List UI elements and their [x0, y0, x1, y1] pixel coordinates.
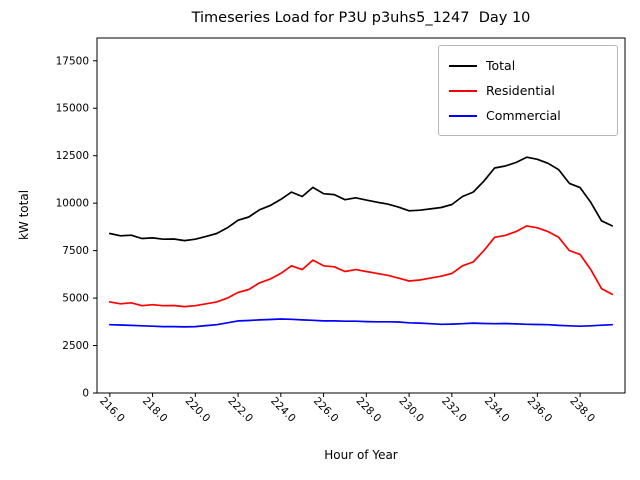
- legend-label: Total: [486, 58, 516, 73]
- x-axis-tick-label: 218.0: [140, 395, 170, 425]
- y-axis-tick-label: 7500: [62, 245, 89, 257]
- x-axis-tick-label: 232.0: [439, 395, 469, 425]
- x-axis-tick-label: 228.0: [354, 395, 384, 425]
- legend-item-total: Total: [449, 53, 607, 78]
- y-axis-tick-label: 10000: [56, 198, 89, 210]
- x-axis-tick-label: 216.0: [97, 395, 127, 425]
- legend-line-sample-commercial: [449, 114, 477, 117]
- x-axis-tick-label: 224.0: [268, 395, 298, 425]
- series-line-commercial: [108, 318, 614, 328]
- legend-item-commercial: Commercial: [449, 103, 607, 128]
- x-axis-tick-label: 234.0: [482, 395, 512, 425]
- y-axis-tick-label: 15000: [56, 103, 89, 115]
- x-axis-tick-label: 238.0: [567, 395, 597, 425]
- x-axis-tick-label: 236.0: [525, 395, 555, 425]
- legend-item-residential: Residential: [449, 78, 607, 103]
- series-line-residential: [108, 225, 614, 308]
- x-axis-tick-label: 220.0: [183, 395, 213, 425]
- chart-title: Timeseries Load for P3U p3uhs5_1247 Day …: [191, 10, 531, 26]
- y-axis-tick-label: 2500: [62, 340, 89, 352]
- legend-line-sample-residential: [449, 89, 477, 92]
- legend-label: Commercial: [486, 108, 561, 123]
- x-axis-tick-label: 230.0: [396, 395, 426, 425]
- y-axis-tick-label: 0: [82, 388, 89, 400]
- legend-label: Residential: [486, 83, 555, 98]
- series-line-total: [108, 156, 614, 242]
- y-axis-tick-label: 17500: [56, 55, 89, 67]
- legend-line-sample-total: [449, 64, 477, 67]
- y-axis-tick-label: 12500: [56, 150, 89, 162]
- x-axis-tick-label: 222.0: [225, 395, 255, 425]
- axes-frame: [96, 37, 626, 394]
- legend: Total Residential Commercial: [438, 45, 618, 136]
- y-axis-tick-label: 5000: [62, 293, 89, 305]
- x-axis-tick-label: 226.0: [311, 395, 341, 425]
- x-axis-label: Hour of Year: [324, 448, 398, 462]
